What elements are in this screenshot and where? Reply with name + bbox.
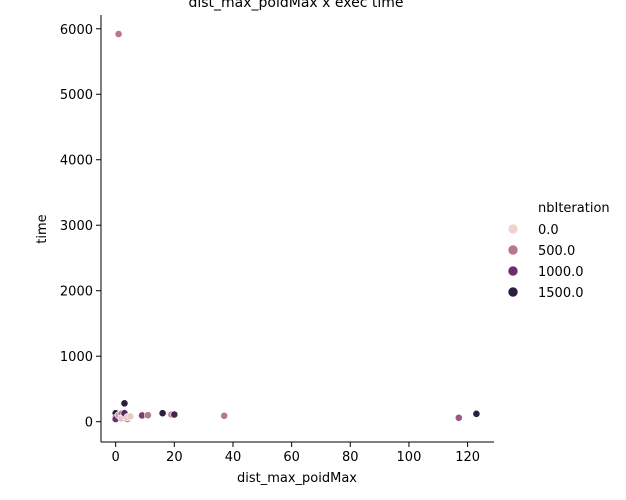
- scatter-point: [114, 30, 123, 38]
- x-tick-label: 100: [397, 450, 422, 465]
- scatter-point: [454, 413, 463, 422]
- legend-label: 1500.0: [538, 286, 584, 301]
- scatter-point: [220, 411, 229, 420]
- x-tick-label: 60: [283, 450, 300, 465]
- y-tick-label: 4000: [60, 154, 93, 169]
- points-layer: [111, 30, 481, 423]
- legend-marker: [507, 265, 519, 277]
- y-tick-label: 0: [85, 416, 93, 431]
- scatter-point: [472, 409, 481, 418]
- legend: nbIteration 0.0 500.0 1000.0 1500.0: [507, 201, 610, 301]
- x-axis-label: dist_max_poidMax: [237, 471, 357, 486]
- x-ticks: 0 20 40 60 80 100 120: [112, 442, 480, 465]
- legend-marker: [507, 223, 519, 235]
- legend-marker: [507, 286, 519, 298]
- legend-title: nbIteration: [538, 201, 610, 216]
- legend-label: 1000.0: [538, 265, 584, 280]
- scatter-point: [170, 410, 179, 419]
- axes: [100, 15, 494, 443]
- scatter-point: [120, 399, 129, 408]
- chart-title: dist_max_poidMax x exec time: [188, 0, 403, 11]
- y-tick-label: 6000: [60, 23, 93, 38]
- y-tick-label: 2000: [60, 285, 93, 300]
- scatter-point: [158, 409, 167, 418]
- x-tick-label: 120: [455, 450, 480, 465]
- legend-label: 0.0: [538, 223, 559, 238]
- legend-marker: [507, 244, 519, 256]
- x-tick-label: 0: [112, 450, 120, 465]
- scatter-point: [144, 411, 152, 420]
- scatter-point: [126, 412, 135, 421]
- y-ticks: 0 1000 2000 3000 4000 5000 6000: [60, 23, 101, 431]
- y-axis-label: time: [35, 214, 50, 243]
- x-tick-label: 40: [225, 450, 242, 465]
- y-tick-label: 5000: [60, 88, 93, 103]
- x-tick-label: 20: [166, 450, 183, 465]
- legend-label: 500.0: [538, 244, 575, 259]
- y-tick-label: 3000: [60, 219, 93, 234]
- y-tick-label: 1000: [60, 350, 93, 365]
- x-tick-label: 80: [342, 450, 359, 465]
